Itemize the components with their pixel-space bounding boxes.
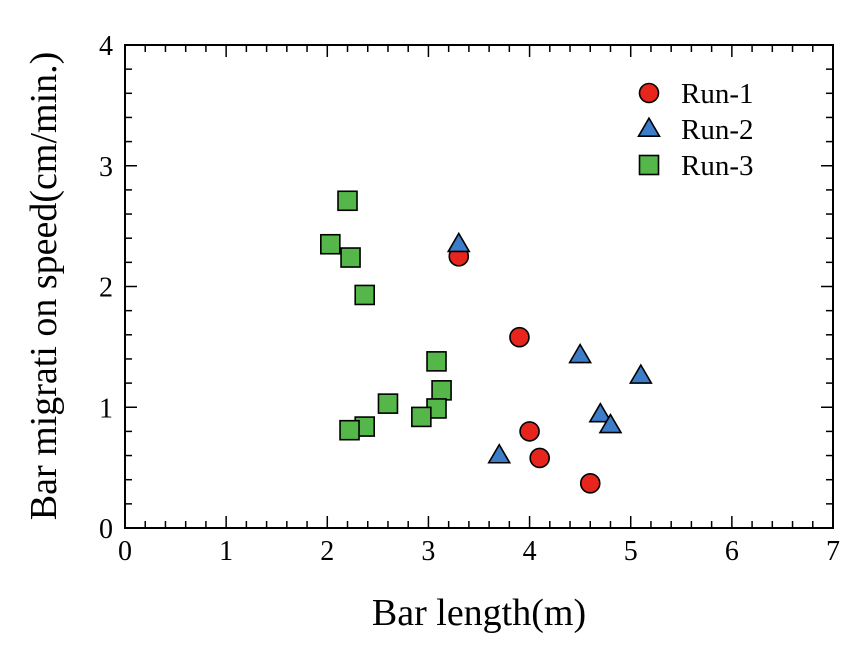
square-marker [354, 284, 376, 306]
y-axis-title: Bar migrati on speed(cm/min.) [23, 52, 65, 521]
series-run-2 [446, 231, 653, 464]
square-marker [377, 393, 399, 414]
y-tick-label: 3 [99, 152, 113, 183]
legend-square-marker [638, 154, 660, 176]
square-marker [411, 406, 432, 428]
circle-marker [579, 473, 601, 494]
circle-marker [509, 326, 530, 348]
legend-item: Run-2 [637, 114, 754, 146]
x-tick-label: 2 [320, 536, 334, 567]
y-tick-labels: 0 1 2 3 4 [99, 31, 113, 545]
ticks-layer [124, 44, 834, 529]
square-marker [339, 419, 360, 441]
y-tick-label: 4 [99, 31, 113, 62]
x-tick-label: 7 [826, 536, 840, 567]
square-marker [340, 247, 361, 268]
x-tick-label: 0 [118, 536, 132, 567]
circle-marker [529, 447, 550, 469]
x-axis-title: Bar length(m) [372, 592, 586, 634]
legend-circle-marker [638, 82, 660, 104]
square-marker [431, 380, 452, 401]
y-tick-label: 1 [99, 393, 113, 424]
square-marker [337, 190, 358, 212]
triangle-marker [487, 443, 512, 464]
legend-item: Run-1 [638, 78, 754, 110]
triangle-marker [588, 402, 613, 423]
legend-label: Run-2 [681, 114, 754, 146]
x-tick-label: 3 [421, 536, 435, 567]
triangle-marker [628, 363, 653, 384]
data-points [320, 190, 653, 494]
square-marker [320, 233, 341, 255]
y-tick-label: 0 [99, 514, 113, 545]
legend-item: Run-3 [638, 150, 754, 182]
series-run-3 [320, 190, 452, 441]
legend-label: Run-3 [681, 150, 754, 182]
square-marker [426, 351, 447, 372]
x-tick-label: 5 [624, 536, 638, 567]
triangle-marker [598, 412, 623, 434]
x-tick-label: 6 [725, 536, 739, 567]
series-run-1 [448, 246, 601, 494]
legend-triangle-marker [637, 116, 661, 137]
x-tick-label: 4 [523, 536, 537, 567]
triangle-marker [568, 342, 593, 364]
legend-label: Run-1 [681, 78, 754, 110]
y-tick-label: 2 [99, 273, 113, 304]
legend: Run-1 Run-2 Run-3 [637, 78, 754, 182]
x-tick-labels: 0 1 2 3 4 5 6 7 [118, 536, 840, 567]
circle-marker [519, 421, 540, 442]
triangle-marker [446, 231, 471, 253]
x-tick-label: 1 [219, 536, 233, 567]
plot-frame [124, 44, 834, 529]
